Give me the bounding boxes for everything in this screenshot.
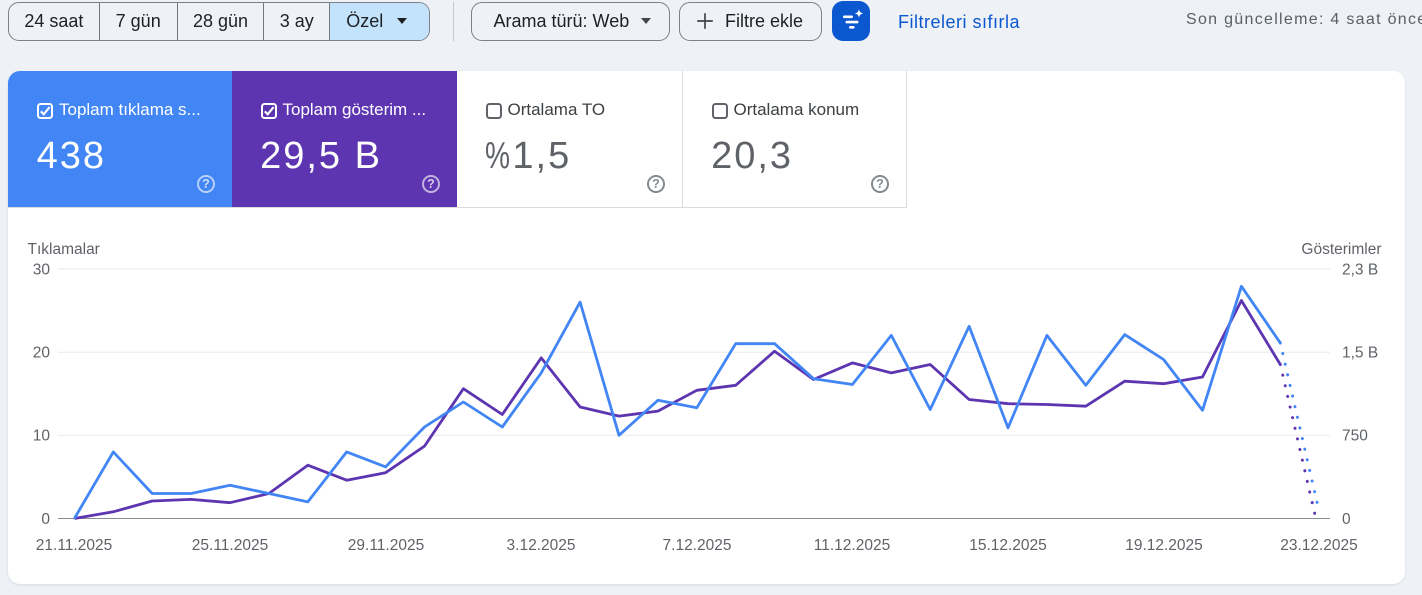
svg-text:15.12.2025: 15.12.2025 [969,537,1047,554]
svg-text:11.12.2025: 11.12.2025 [814,537,890,554]
svg-text:21.11.2025: 21.11.2025 [36,537,112,554]
svg-text:Gösterimler: Gösterimler [1301,241,1381,258]
svg-text:750: 750 [1342,428,1368,445]
svg-text:19.12.2025: 19.12.2025 [1125,537,1203,554]
svg-text:25.11.2025: 25.11.2025 [192,537,268,554]
svg-text:1,5 B: 1,5 B [1342,345,1378,362]
svg-text:0: 0 [41,511,50,528]
svg-text:2,3 B: 2,3 B [1342,261,1378,278]
svg-text:30: 30 [33,261,51,278]
svg-text:0: 0 [1342,511,1351,528]
svg-text:29.11.2025: 29.11.2025 [348,537,424,554]
svg-text:20: 20 [33,345,51,362]
svg-text:7.12.2025: 7.12.2025 [663,537,732,554]
svg-text:10: 10 [33,428,51,445]
svg-text:23.12.2025: 23.12.2025 [1280,537,1358,554]
svg-text:Tıklamalar: Tıklamalar [28,241,100,258]
svg-text:3.12.2025: 3.12.2025 [507,537,576,554]
